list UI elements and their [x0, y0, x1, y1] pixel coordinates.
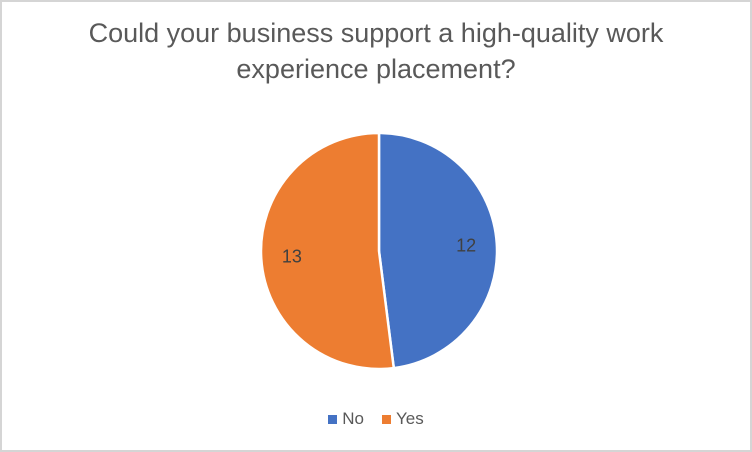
legend-item-yes[interactable]: Yes: [382, 409, 424, 429]
pie-slice-no[interactable]: [377, 131, 499, 370]
data-label-yes: 13: [282, 247, 302, 267]
legend-label-yes: Yes: [396, 409, 424, 428]
pie-chart: 12 13: [259, 131, 499, 371]
pie-slice-yes[interactable]: [259, 131, 396, 371]
legend-swatch-no-icon: [328, 414, 338, 424]
data-label-no: 12: [456, 236, 476, 256]
chart-title: Could your business support a high-quali…: [88, 18, 664, 84]
legend-item-no[interactable]: No: [328, 409, 364, 429]
legend-swatch-yes-icon: [382, 414, 391, 424]
legend: No Yes: [2, 409, 750, 429]
legend-label-no: No: [342, 409, 364, 428]
